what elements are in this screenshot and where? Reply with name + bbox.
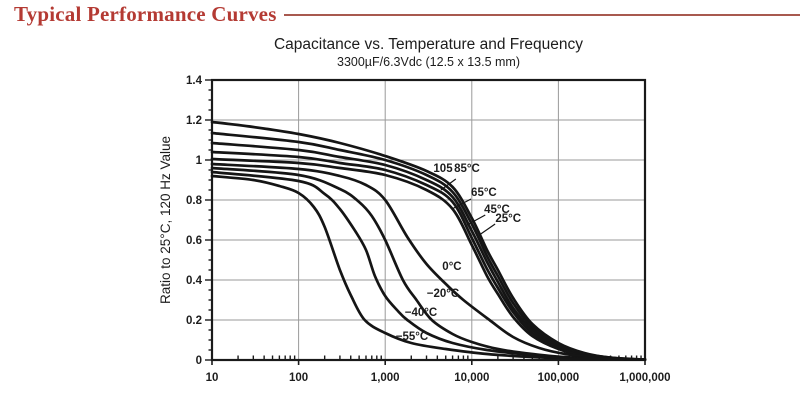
x-tick-label: 1,000,000 xyxy=(619,372,670,384)
curve-label-leader xyxy=(440,178,457,191)
curve-label: 0°C xyxy=(442,261,461,273)
curve--20C xyxy=(210,166,647,361)
curve-label: 45°C xyxy=(484,204,510,216)
section-title: Typical Performance Curves xyxy=(14,2,277,26)
y-tick-label: 0.6 xyxy=(186,235,202,247)
curve-label: 65°C xyxy=(471,187,497,199)
y-tick-label: 0 xyxy=(196,355,202,367)
x-tick-label: 100,000 xyxy=(538,372,580,384)
chart-title: Capacitance vs. Temperature and Frequenc… xyxy=(274,36,583,53)
section-header: Typical Performance Curves xyxy=(0,0,800,30)
curve-label: 85°C xyxy=(454,163,480,175)
y-axis-title: Ratio to 25°C, 120 Hz Value xyxy=(158,136,173,304)
x-tick-label: 10,000 xyxy=(454,372,489,384)
curve-label: 25°C xyxy=(495,213,521,225)
y-tick-label: 1.4 xyxy=(186,75,203,87)
x-tick-label: 10 xyxy=(206,372,219,384)
y-tick-label: 1 xyxy=(196,155,203,167)
chart-subtitle: 3300µF/6.3Vdc (12.5 x 13.5 mm) xyxy=(337,55,520,69)
curve-45C xyxy=(210,150,647,361)
y-tick-label: 0.4 xyxy=(186,275,203,287)
curve-label: −20°C xyxy=(427,288,459,300)
x-tick-label: 1,000 xyxy=(371,372,400,384)
curve-label-leader xyxy=(451,198,472,210)
header-rule xyxy=(284,14,800,16)
curve-label-leader xyxy=(478,223,496,236)
curve-0C xyxy=(210,162,647,361)
curve-label: −55°C xyxy=(396,331,428,343)
curve--40C xyxy=(210,170,647,361)
curve-label: 105 xyxy=(433,163,453,175)
curve--55C xyxy=(210,174,647,361)
curve-label-leader xyxy=(466,214,486,226)
curve-105 xyxy=(210,120,647,361)
curve-25C xyxy=(210,157,647,361)
x-tick-label: 100 xyxy=(289,372,308,384)
y-tick-label: 0.2 xyxy=(186,315,202,327)
y-tick-label: 0.8 xyxy=(186,195,203,207)
y-tick-label: 1.2 xyxy=(186,115,202,127)
curve-label: −40°C xyxy=(405,307,437,319)
